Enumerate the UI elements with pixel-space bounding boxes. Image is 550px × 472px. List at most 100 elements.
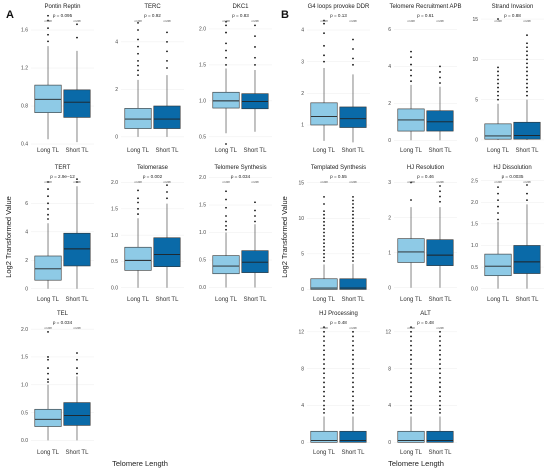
outlier-point — [225, 198, 227, 201]
outlier-point — [352, 340, 354, 342]
y-tick-label: 1.5 — [21, 355, 28, 361]
panel-title: Telomere Synthesis — [214, 165, 266, 171]
n-label: n=208 — [134, 19, 142, 23]
outlier-point — [323, 32, 325, 35]
outlier-point — [47, 188, 49, 190]
outlier-point — [410, 411, 412, 414]
p-value: p = 0.0035 — [502, 174, 524, 179]
box-short-tl: n=208 Short TL — [153, 19, 181, 154]
p-value: p = 0.88 — [504, 13, 521, 18]
outlier-point — [352, 57, 354, 60]
outlier-point — [225, 190, 227, 193]
outlier-point — [526, 54, 528, 57]
iqr-box — [241, 250, 269, 273]
y-tick-label: 6 — [388, 27, 391, 33]
n-label: n=208 — [320, 326, 328, 330]
y-tick-label: 1.2 — [21, 66, 28, 72]
x-category-label: Long TL — [400, 148, 423, 154]
x-category-label: Long TL — [313, 297, 336, 303]
y-tick-label: 2.0 — [199, 27, 206, 33]
p-value: p = 0.034 — [231, 174, 251, 179]
n-label: n=208 — [349, 326, 357, 330]
n-label: n=208 — [436, 180, 444, 184]
outlier-point — [352, 381, 354, 384]
y-tick-label: 1.5 — [199, 203, 206, 209]
y-tick-label: 0 — [115, 135, 118, 141]
outlier-point — [352, 376, 354, 379]
outlier-point — [410, 330, 412, 333]
outlier-point — [352, 245, 354, 248]
outlier-point — [410, 358, 412, 361]
outlier-point — [497, 82, 499, 85]
outlier-point — [439, 390, 441, 393]
y-tick-label: 4 — [388, 403, 391, 409]
outlier-point — [526, 70, 528, 73]
outlier-point — [137, 59, 139, 62]
n-label: n=208 — [73, 180, 81, 184]
outlier-point — [254, 35, 256, 38]
outlier-point — [47, 208, 49, 210]
x-category-label: Short TL — [244, 148, 268, 154]
outlier-point — [166, 184, 168, 187]
y-tick-label: 2.0 — [21, 327, 28, 333]
outlier-point — [526, 86, 528, 89]
outlier-point — [254, 220, 256, 223]
outlier-point — [497, 70, 499, 73]
y-tick-label: 10 — [298, 216, 304, 222]
outlier-point — [352, 367, 354, 370]
outlier-point — [352, 372, 354, 375]
box-long-tl: n=208 Long TL — [484, 18, 512, 154]
x-axis-label-b: Telomere Length — [388, 459, 444, 468]
outlier-point — [497, 66, 499, 69]
outlier-point — [526, 50, 528, 53]
outlier-point — [323, 256, 325, 259]
panel-13: HJ Dissolution 0.0 0.5 1.0 1.5 2.0 2.5 p = 0.00… — [471, 165, 544, 303]
panel-title: HJ Resolution — [407, 165, 444, 171]
outlier-point — [323, 210, 325, 213]
outlier-point — [526, 46, 528, 49]
outlier-point — [254, 56, 256, 59]
box-long-tl: n=208 Long TL — [34, 326, 62, 456]
y-tick-label: 4 — [25, 229, 28, 235]
outlier-point — [323, 228, 325, 230]
outlier-point — [47, 218, 49, 220]
outlier-point — [439, 372, 441, 375]
outlier-point — [225, 206, 227, 209]
outlier-point — [323, 376, 325, 379]
x-category-label: Short TL — [66, 297, 90, 303]
y-tick-label: 2 — [25, 258, 28, 264]
outlier-point — [526, 94, 528, 97]
outlier-point — [497, 94, 499, 97]
outlier-point — [76, 36, 78, 39]
y-tick-label: 1.0 — [21, 382, 28, 388]
box-long-tl: n=208 Long TL — [124, 19, 152, 154]
x-category-label: Short TL — [156, 297, 180, 303]
outlier-point — [410, 349, 412, 352]
panel-9: Telomere Recruitment APB 0 2 4 6 p = 0.61n=20… — [388, 4, 461, 154]
outlier-point — [352, 224, 354, 227]
n-label: n=208 — [251, 19, 259, 23]
y-tick-label: 1.5 — [199, 63, 206, 69]
panel-title: Pontin Reptin — [44, 4, 80, 10]
outlier-point — [323, 399, 325, 402]
outlier-point — [497, 192, 499, 195]
panel-title: G4 loops provoke DDR — [308, 4, 370, 10]
n-label: n=208 — [251, 180, 259, 184]
y-tick-label: 1.0 — [199, 99, 206, 105]
panel-title: ALT — [420, 311, 431, 317]
x-category-label: Long TL — [37, 450, 60, 456]
n-label: n=208 — [523, 19, 531, 23]
outlier-point — [439, 358, 441, 361]
outlier-point — [76, 367, 78, 369]
box-short-tl: n=208 Short TL — [339, 326, 367, 456]
outlier-point — [352, 217, 354, 220]
y-tick-label: 0.5 — [199, 135, 206, 141]
p-value: p = 0.61 — [417, 13, 434, 18]
outlier-point — [166, 31, 168, 34]
outlier-point — [526, 34, 528, 37]
outlier-point — [410, 326, 412, 329]
outlier-point — [352, 63, 354, 66]
